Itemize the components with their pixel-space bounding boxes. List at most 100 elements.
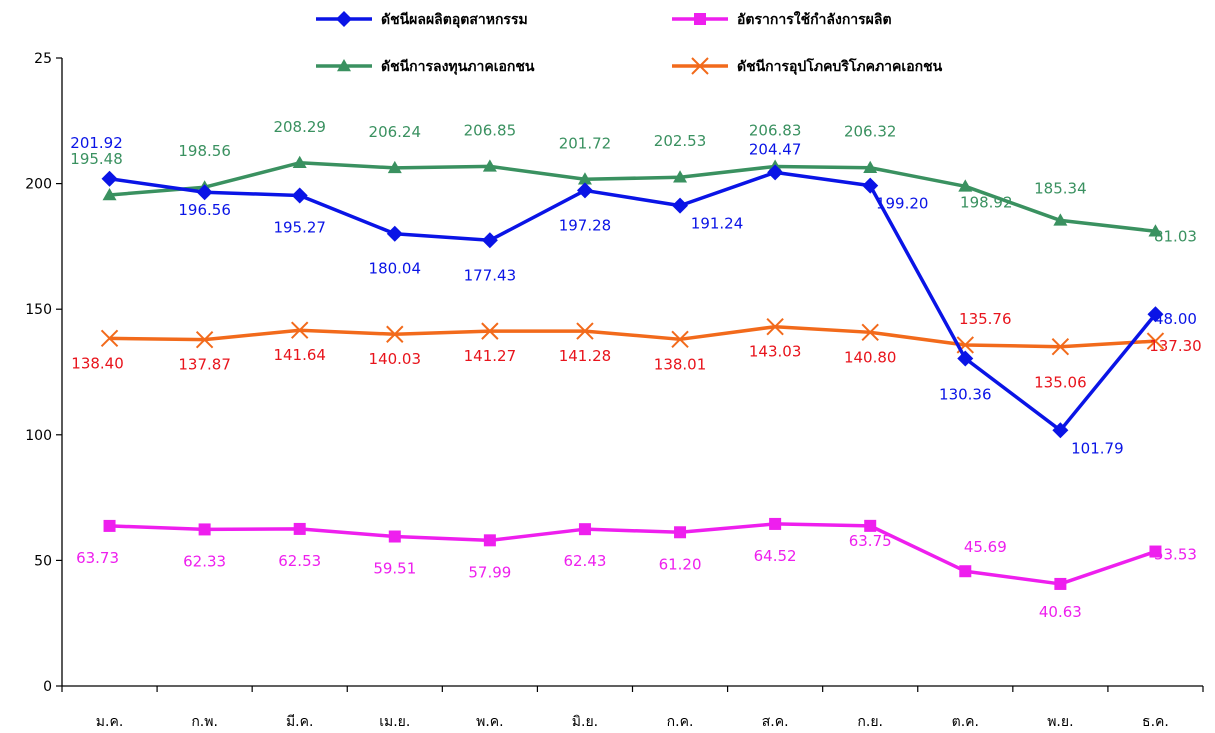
x-tick-label: ก.พ.: [191, 714, 218, 730]
legend-label: อัตราการใช้กำลังการผลิต: [737, 10, 892, 28]
legend-marker: [691, 57, 709, 75]
series-point-magenta: [293, 522, 306, 535]
data-label-blue: 195.27: [273, 218, 326, 236]
legend-label: ดัชนีการอุปโภคบริโภคภาคเอกชน: [737, 57, 943, 75]
data-label-green: 198.56: [178, 142, 231, 160]
y-tick-label: 200: [25, 177, 52, 193]
legend-item-green: ดัชนีการลงทุนภาคเอกชน: [316, 59, 535, 75]
data-label-green: 198.92: [960, 193, 1013, 211]
data-label-magenta: 64.52: [754, 547, 797, 565]
y-tick-label: 25: [34, 51, 52, 67]
data-label-orange: 138.01: [654, 355, 707, 373]
series-point-green: [863, 160, 878, 173]
series-point-magenta: [959, 565, 972, 578]
series-point-orange: [766, 318, 784, 336]
data-label-magenta: 59.51: [373, 560, 416, 578]
series-line-orange: [109, 324, 1156, 349]
data-label-green: 206.24: [369, 123, 422, 141]
data-label-green: 195.48: [70, 150, 123, 168]
x-tick-label: พ.ค.: [476, 714, 504, 730]
series-point-magenta: [103, 519, 116, 532]
data-label-magenta: 53.53: [1154, 546, 1197, 564]
series-point-blue: [386, 225, 403, 242]
series-orange: [100, 318, 1165, 356]
x-tick-label: มี.ค.: [286, 714, 314, 730]
legend-label: ดัชนีการลงทุนภาคเอกชน: [381, 59, 535, 75]
data-label-orange: 137.30: [1149, 337, 1202, 355]
legend-item-orange: ดัชนีการอุปโภคบริโภคภาคเอกชน: [672, 57, 943, 75]
x-tick-label: ก.ย.: [857, 714, 883, 730]
data-label-magenta: 63.75: [849, 532, 892, 550]
series-layer: [100, 155, 1165, 590]
series-point-green: [1148, 224, 1163, 237]
data-label-blue: 48.00: [1154, 310, 1197, 328]
series-blue: [101, 164, 1164, 439]
series-point-magenta: [1054, 577, 1067, 590]
series-point-green: [387, 160, 402, 174]
series-point-green: [958, 179, 973, 192]
series-point-blue: [767, 164, 784, 181]
data-label-orange: 141.28: [559, 347, 612, 365]
y-tick-label: 50: [34, 553, 52, 569]
data-label-magenta: 61.20: [659, 555, 702, 573]
data-label-magenta: 63.73: [76, 549, 119, 567]
data-label-magenta: 62.53: [278, 552, 321, 570]
series-point-green: [577, 172, 592, 185]
data-label-blue: 197.28: [559, 216, 612, 234]
data-label-orange: 135.06: [1034, 374, 1087, 392]
series-point-blue: [672, 197, 689, 214]
data-label-blue: 204.47: [749, 140, 802, 158]
series-point-magenta: [769, 517, 782, 530]
data-label-green: 202.53: [654, 132, 707, 150]
series-point-orange: [1146, 332, 1165, 350]
series-point-magenta: [388, 530, 401, 543]
legend-label: ดัชนีผลผลิตอุตสาหกรรม: [381, 12, 528, 28]
series-point-blue: [862, 177, 879, 194]
series-point-orange: [291, 321, 309, 339]
legend-item-blue: ดัชนีผลผลิตอุตสาหกรรม: [316, 11, 528, 28]
legend: ดัชนีผลผลิตอุตสาหกรรม อัตราการใช้กำลังการ…: [316, 10, 943, 75]
legend-marker: [337, 59, 351, 72]
x-tick-label: ธ.ค.: [1142, 714, 1169, 730]
data-label-orange: 140.03: [369, 350, 422, 368]
x-tick-label: ส.ค.: [762, 714, 789, 730]
series-point-green: [1053, 213, 1068, 226]
data-label-magenta: 62.43: [563, 552, 606, 570]
data-label-blue: 191.24: [691, 215, 744, 233]
data-label-blue: 177.43: [464, 266, 517, 284]
series-point-orange: [195, 330, 214, 349]
series-point-blue: [576, 182, 593, 199]
series-point-blue: [1147, 306, 1164, 323]
y-tick-label: 100: [25, 428, 52, 444]
x-tick-label: ก.ค.: [667, 714, 694, 730]
series-line-green: [109, 161, 1156, 233]
series-line-magenta: [109, 522, 1157, 586]
legend-marker: [336, 11, 352, 27]
data-label-green: 206.83: [749, 121, 802, 139]
series-point-blue: [101, 170, 118, 187]
data-label-green: 206.32: [844, 123, 897, 141]
legend-marker: [694, 13, 706, 25]
data-label-magenta: 62.33: [183, 552, 226, 570]
legend-item-magenta: อัตราการใช้กำลังการผลิต: [672, 10, 892, 28]
series-point-orange: [861, 323, 879, 342]
series-point-blue: [196, 184, 213, 201]
series-point-blue: [957, 350, 974, 367]
series-point-magenta: [483, 534, 496, 547]
series-line-blue: [109, 170, 1157, 433]
axes: 0 50 100 150 200 25 ม.ค. ก.พ. มี.ค. เม.ย. พ.ค. มิ.ย…: [25, 51, 1204, 730]
series-point-orange: [386, 325, 404, 343]
y-tick-label: 150: [25, 302, 52, 318]
series-point-orange: [100, 329, 119, 348]
series-point-green: [102, 187, 117, 201]
data-label-orange: 141.27: [464, 347, 517, 365]
series-point-green: [673, 170, 688, 183]
y-tick-label: 0: [43, 679, 52, 695]
series-point-blue: [1052, 422, 1069, 439]
data-label-magenta: 57.99: [468, 563, 511, 581]
series-point-magenta: [674, 526, 687, 539]
data-labels: 201.92 196.56 195.27 180.04 177.43 197.28 191.…: [70, 118, 1201, 621]
data-label-green: 201.72: [559, 134, 612, 152]
data-label-orange: 140.80: [844, 348, 897, 366]
x-tick-label: มิ.ย.: [572, 714, 598, 730]
